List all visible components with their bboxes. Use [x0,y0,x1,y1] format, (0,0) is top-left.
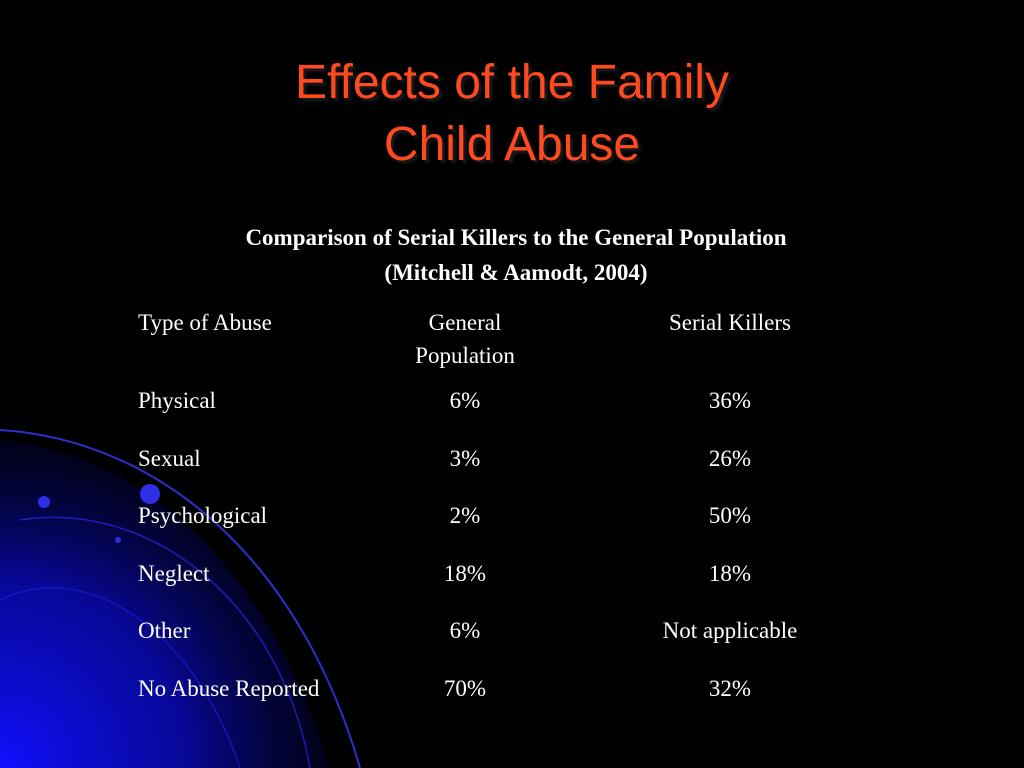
table-caption: Comparison of Serial Killers to the Gene… [0,220,1024,290]
row-general: 2% [449,503,481,528]
row-general: 6% [449,618,481,643]
swoosh-curve-1 [0,429,361,768]
header-type-of-abuse: Type of Abuse [138,310,272,335]
row-type: Neglect [138,561,210,586]
row-type: Psychological [138,503,268,528]
row-general: 18% [443,561,487,586]
row-general: 70% [443,676,487,701]
row-serial: 32% [708,676,752,701]
row-serial: 50% [708,503,752,528]
table-caption-line1: Comparison of Serial Killers to the Gene… [245,225,787,250]
row-general: 6% [449,388,481,413]
row-serial: Not applicable [662,618,798,643]
row-type: Physical [138,388,216,413]
header-general-population: General Population [365,306,565,372]
blue-glow-shape [0,440,330,768]
row-serial: 26% [708,446,752,471]
slide-title-line2: Child Abuse [383,118,641,171]
row-serial: 18% [708,561,752,586]
decor-dot-small [38,496,50,508]
row-type: No Abuse Reported [138,676,320,701]
slide-title: Effects of the Family Child Abuse [0,52,1024,176]
swoosh-curve-2 [19,516,311,768]
row-type: Sexual [138,446,201,471]
header-general-line1: General [428,310,502,335]
swoosh-curve-3 [0,587,241,768]
row-serial: 36% [708,388,752,413]
decor-dot-large [140,484,160,504]
slide-title-line1: Effects of the Family [295,56,729,109]
row-type: Other [138,618,191,643]
row-general: 3% [449,446,481,471]
table-caption-line2: (Mitchell & Aamodt, 2004) [384,260,648,285]
header-serial-killers: Serial Killers [669,310,791,335]
header-general-line2: Population [415,343,515,368]
decor-dot-tiny [115,537,121,543]
